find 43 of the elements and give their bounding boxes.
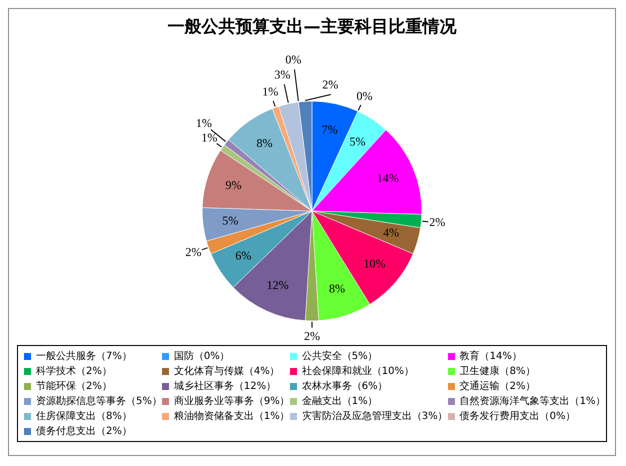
data-label: 3%	[274, 68, 290, 82]
legend-label: 金融支出（1%）	[302, 394, 378, 408]
data-label: 8%	[328, 282, 345, 296]
legend-label: 一般公共服务（7%）	[36, 350, 132, 363]
legend-label: 教育（14%）	[460, 350, 522, 363]
data-label: 2%	[304, 328, 320, 343]
legend-label: 灾害防治及应急管理支出（3%）	[302, 410, 448, 423]
legend-label: 社会保障和就业（10%）	[302, 364, 414, 378]
legend-label: 住房保障支出（8%）	[36, 410, 132, 423]
legend-label: 债务发行费用支出（0%）	[460, 410, 576, 423]
text: 0%	[356, 88, 373, 103]
legend-label: 债务付息支出（2%）	[36, 424, 132, 438]
data-label: 12%	[266, 278, 289, 292]
data-label: 2%	[429, 214, 446, 229]
legend-label: 农林水事务（6%）	[302, 380, 388, 393]
chart-title: 一般公共预算支出—主要科目比重情况	[166, 16, 458, 39]
data-label: 5%	[349, 134, 366, 149]
data-label: 1%	[196, 116, 212, 130]
data-label: 4%	[383, 226, 400, 240]
data-label: 6%	[235, 248, 252, 263]
data-label: 1%	[262, 84, 278, 99]
data-label: 7%	[322, 122, 338, 137]
data-label: 8%	[256, 136, 272, 150]
legend-label: 国防（0%）	[174, 350, 230, 363]
legend-label: 公共安全（5%）	[302, 350, 378, 363]
data-label: 5%	[222, 213, 238, 228]
legend-label: 节能环保（2%）	[36, 380, 112, 393]
data-label: 2%	[322, 78, 338, 92]
data-label: 14%	[376, 171, 399, 186]
data-label: 2%	[185, 244, 202, 259]
data-label: 1%	[201, 130, 218, 144]
legend-label: 资源勘探信息等事务（5%）	[36, 394, 162, 408]
legend-label: 文化体育与传媒（4%）	[174, 364, 280, 378]
data-label: 10%	[364, 256, 386, 271]
text: 0%	[285, 52, 302, 67]
legend-label: 商业服务业等事务（9%）	[174, 394, 290, 408]
legend-label: 自然资源海洋气象等支出（1%）	[460, 394, 606, 408]
legend-label: 卫生健康（8%）	[460, 364, 536, 378]
legend-label: 科学技术（2%）	[36, 364, 112, 378]
legend-label: 交通运输（2%）	[460, 380, 536, 393]
legend-label: 粮油物资储备支出（1%）	[174, 410, 290, 423]
legend-label: 城乡社区事务（12%）	[174, 380, 276, 393]
data-label: 9%	[226, 178, 242, 192]
